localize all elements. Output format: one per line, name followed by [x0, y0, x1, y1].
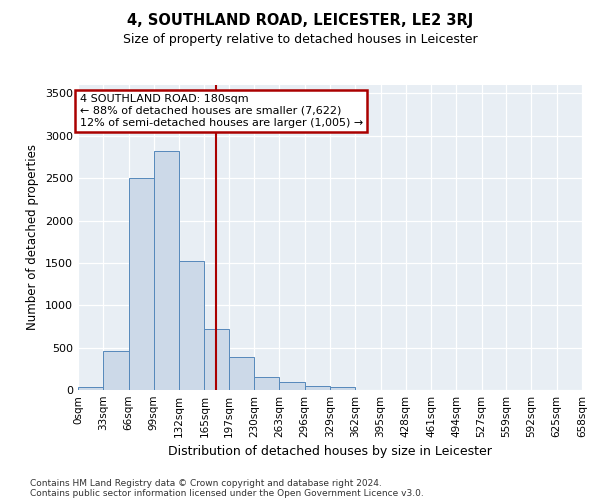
Bar	[305, 386, 330, 390]
Text: 4 SOUTHLAND ROAD: 180sqm
← 88% of detached houses are smaller (7,622)
12% of sem: 4 SOUTHLAND ROAD: 180sqm ← 88% of detach…	[80, 94, 363, 128]
Text: Size of property relative to detached houses in Leicester: Size of property relative to detached ho…	[122, 32, 478, 46]
Bar	[78, 388, 103, 390]
Y-axis label: Number of detached properties: Number of detached properties	[26, 144, 40, 330]
Bar	[179, 261, 205, 390]
Text: 4, SOUTHLAND ROAD, LEICESTER, LE2 3RJ: 4, SOUTHLAND ROAD, LEICESTER, LE2 3RJ	[127, 12, 473, 28]
Text: Contains HM Land Registry data © Crown copyright and database right 2024.: Contains HM Land Registry data © Crown c…	[30, 478, 382, 488]
Bar	[205, 328, 229, 390]
Bar	[154, 151, 179, 390]
X-axis label: Distribution of detached houses by size in Leicester: Distribution of detached houses by size …	[168, 446, 492, 458]
Bar	[330, 388, 355, 390]
Bar	[254, 377, 280, 390]
Bar	[128, 178, 154, 390]
Bar	[229, 357, 254, 390]
Bar	[103, 351, 128, 390]
Text: Contains public sector information licensed under the Open Government Licence v3: Contains public sector information licen…	[30, 488, 424, 498]
Bar	[280, 382, 305, 390]
